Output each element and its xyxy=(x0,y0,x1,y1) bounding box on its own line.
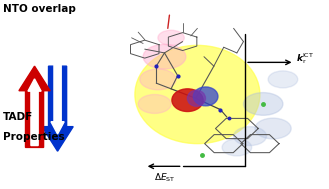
Text: TADF: TADF xyxy=(3,112,34,122)
Ellipse shape xyxy=(255,118,291,139)
Text: $\Delta E_{\rm ST}$: $\Delta E_{\rm ST}$ xyxy=(154,171,175,184)
Text: $\bfit{k}_{\rm r}^{\rm ICT}$: $\bfit{k}_{\rm r}^{\rm ICT}$ xyxy=(296,51,314,66)
Ellipse shape xyxy=(234,127,266,146)
Text: Properties: Properties xyxy=(3,132,65,142)
Ellipse shape xyxy=(188,90,205,106)
Ellipse shape xyxy=(158,30,184,45)
Ellipse shape xyxy=(172,89,203,112)
Ellipse shape xyxy=(143,44,186,69)
FancyArrow shape xyxy=(19,66,50,147)
FancyArrow shape xyxy=(28,79,41,146)
Ellipse shape xyxy=(268,71,298,88)
Ellipse shape xyxy=(243,93,283,115)
Ellipse shape xyxy=(138,94,171,113)
Text: NTO overlap: NTO overlap xyxy=(3,4,76,14)
Ellipse shape xyxy=(222,139,252,156)
Ellipse shape xyxy=(140,69,176,90)
Ellipse shape xyxy=(193,87,218,106)
FancyArrow shape xyxy=(51,64,64,134)
Ellipse shape xyxy=(135,45,260,144)
FancyArrow shape xyxy=(42,66,73,151)
